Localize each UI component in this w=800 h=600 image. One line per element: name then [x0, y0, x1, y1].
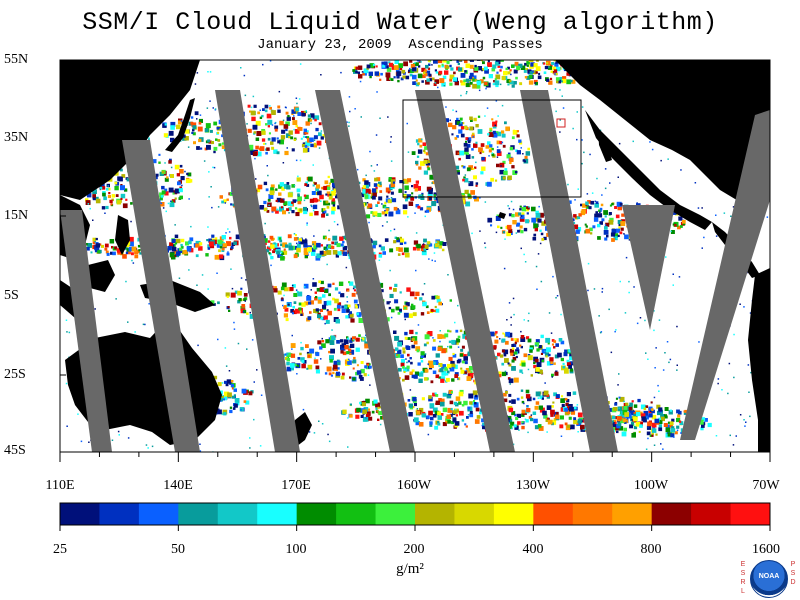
colorbar	[59, 502, 771, 531]
colorbar-swatch	[178, 503, 219, 525]
lon-label-140e: 140E	[163, 478, 193, 493]
lat-label-15n: 15N	[4, 208, 29, 223]
swath-gap-8	[680, 110, 770, 440]
longitude-ticks	[59, 452, 771, 462]
swath-gap-4	[315, 90, 415, 452]
colorbar-swatch	[493, 503, 534, 525]
colorbar-label-50: 50	[171, 542, 185, 557]
colorbar-swatch	[257, 503, 298, 525]
lon-label-160w: 160W	[396, 478, 432, 493]
swath-gap-3	[215, 90, 300, 452]
colorbar-swatch	[99, 503, 140, 525]
philippines-island	[115, 215, 130, 255]
colorbar-swatch	[217, 503, 258, 525]
colorbar-swatch	[138, 503, 179, 525]
colorbar-swatch	[612, 503, 653, 525]
map-subtitle: January 23, 2009 Ascending Passes	[257, 37, 543, 53]
asia-landmass	[60, 60, 200, 200]
lon-label-170e: 170E	[281, 478, 311, 493]
colorbar-swatch	[296, 503, 337, 525]
borneo-island	[88, 260, 115, 292]
japan-island	[165, 98, 195, 152]
lon-label-110e: 110E	[45, 478, 75, 493]
baja-peninsula	[598, 128, 612, 162]
colorbar-swatch	[454, 503, 495, 525]
swath-gap-7	[622, 205, 675, 330]
colorbar-label-100: 100	[285, 542, 307, 557]
no-data-swath-gaps	[60, 90, 770, 452]
lon-label-100w: 100W	[633, 478, 669, 493]
colorbar-swatch	[572, 503, 613, 525]
swath-gap-6	[520, 90, 618, 452]
swath-gap-1	[60, 210, 112, 452]
colorbar-label-200: 200	[403, 542, 425, 557]
colorbar-label-1600: 1600	[752, 542, 780, 557]
lat-label-5s: 5S	[4, 288, 19, 303]
colorbar-swatch	[651, 503, 692, 525]
colorbar-swatch	[691, 503, 732, 525]
colorbar-swatch	[415, 503, 455, 525]
region-outline-box	[402, 99, 582, 198]
noaa-emblem-icon	[750, 560, 788, 598]
mexico-landmass	[585, 110, 712, 230]
colorbar-label-800: 800	[640, 542, 662, 557]
logo-noaa-text: NOAA	[758, 573, 780, 580]
colorbar-label-400: 400	[522, 542, 544, 557]
lat-label-35n: 35N	[4, 130, 29, 145]
swath-gap-2	[122, 140, 200, 452]
lat-label-45s: 45S	[4, 443, 26, 458]
swath-gap-5	[415, 90, 515, 452]
colorbar-swatch	[533, 503, 574, 525]
lon-label-130w: 130W	[515, 478, 551, 493]
region-marker-small-box	[556, 118, 566, 128]
south-america-landmass	[748, 268, 770, 452]
lat-label-25s: 25S	[4, 367, 26, 382]
hawaii-islands	[498, 212, 506, 219]
map-title: SSM/I Cloud Liquid Water (Weng algorithm…	[82, 8, 718, 37]
colorbar-swatch	[60, 503, 100, 525]
colorbar-label-25: 25	[53, 542, 67, 557]
lat-label-55n: 55N	[4, 52, 29, 67]
colorbar-units: g/m²	[396, 561, 424, 577]
colorbar-swatch	[336, 503, 377, 525]
colorbar-swatch	[730, 503, 771, 525]
lon-label-70w: 70W	[752, 478, 780, 493]
colorbar-swatch	[375, 503, 416, 525]
north-america-landmass	[555, 60, 770, 205]
latitude-ticks	[60, 59, 66, 453]
